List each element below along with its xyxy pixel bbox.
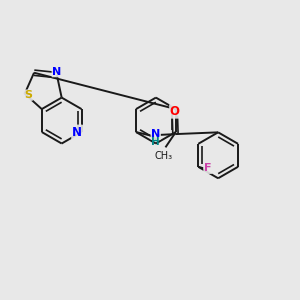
Text: S: S bbox=[24, 90, 32, 100]
Text: N: N bbox=[151, 129, 160, 139]
Text: CH₃: CH₃ bbox=[155, 151, 173, 161]
Text: O: O bbox=[170, 105, 180, 118]
Text: F: F bbox=[204, 163, 212, 173]
Text: H: H bbox=[152, 137, 160, 147]
Text: N: N bbox=[72, 125, 82, 139]
Text: N: N bbox=[52, 67, 62, 76]
